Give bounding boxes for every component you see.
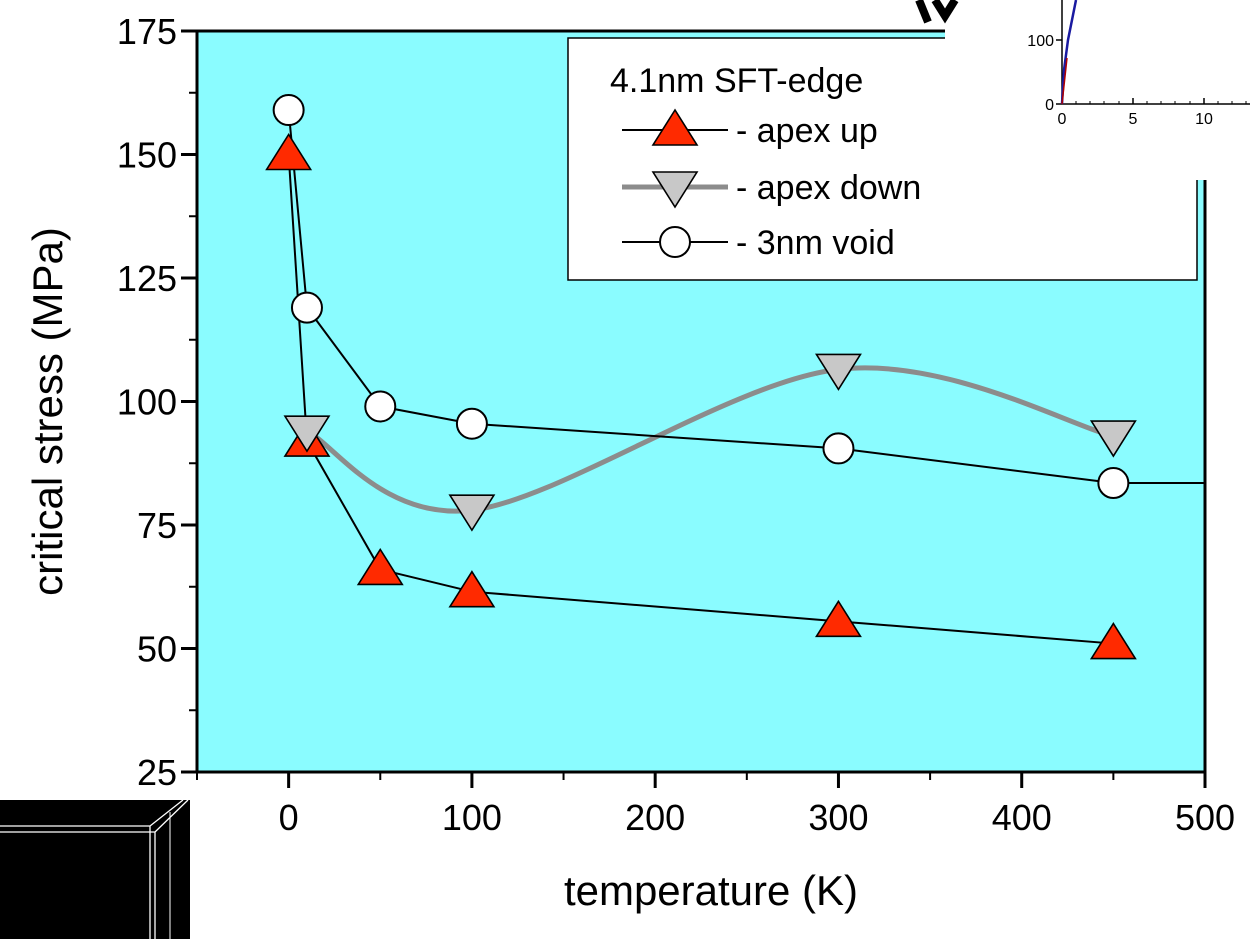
inset-curve-secondary [1061,57,1068,105]
data-point-void [822,432,855,465]
legend-marker-apex-down [651,171,699,209]
data-point-apex-down [1089,420,1137,458]
cropped-glyph [931,0,959,24]
x-tick-label: 100 [442,797,502,838]
x-tick-label: 400 [992,797,1052,838]
corner-box-edges [0,799,189,939]
inset-curve [1060,0,1078,105]
data-point-void [455,407,488,440]
data-point-void [290,291,323,324]
x-tick-label: 0 [279,797,299,838]
data-point-apex-up [1089,622,1137,660]
inset-x-tick-label: 5 [1129,111,1138,128]
data-point-apex-down [283,415,331,453]
x-tick-label: 200 [625,797,685,838]
legend-entry-label: - 3nm void [736,224,895,262]
y-tick-label: 25 [137,752,177,793]
legend-marker-void [659,226,691,258]
data-point-apex-down [448,494,496,532]
inset-x-tick-label: 0 [1058,111,1067,128]
y-tick-label: 100 [117,382,177,423]
legend-title: 4.1nm SFT-edge [610,62,863,100]
y-axis-title: critical stress (MPa) [24,227,71,596]
legend-entry-label: - apex up [736,112,878,150]
data-point-apex-up [815,599,862,638]
inset-y-tick-label: 0 [1045,97,1054,114]
data-point-apex-down [815,353,862,391]
inset-y-tick-label: 100 [1027,33,1054,50]
y-tick-label: 75 [137,505,177,546]
data-point-void [364,390,397,423]
legend-entry-label: - apex down [736,169,921,207]
y-tick-label: 150 [117,135,177,176]
y-tick-label: 125 [117,258,177,299]
x-tick-label: 300 [808,797,868,838]
corner-box-decoration [0,800,190,939]
cropped-glyph [915,0,932,24]
inset-background [945,0,1250,180]
y-tick-label: 175 [117,11,177,52]
data-point-apex-up [448,570,496,608]
data-point-void [272,94,305,127]
data-point-void [1097,467,1130,500]
data-point-apex-up [356,547,404,586]
x-tick-label: 500 [1175,797,1235,838]
series-line-apex-up [287,154,1114,645]
y-tick-label: 50 [137,629,177,670]
data-point-apex-up [265,132,313,171]
inset-x-tick-label: 10 [1195,111,1213,128]
x-axis-title: temperature (K) [564,867,858,914]
legend-marker-apex-up [651,108,699,146]
series-line-apex-down [305,365,1114,514]
